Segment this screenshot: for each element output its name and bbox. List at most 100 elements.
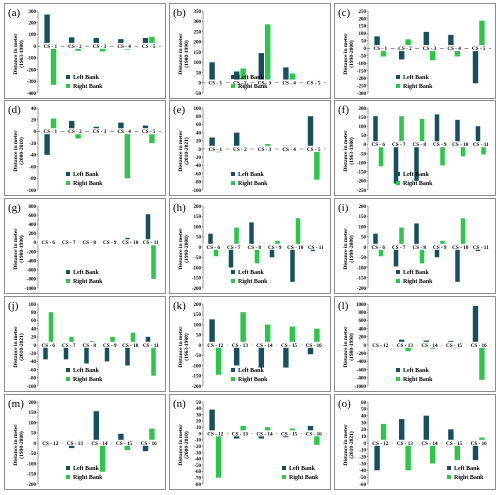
y-tick-label: -60 bbox=[194, 470, 201, 475]
y-tick-label: 0 bbox=[364, 344, 367, 349]
panel-letter: (e) bbox=[173, 104, 186, 116]
x-tick-label: CS - 8 bbox=[412, 142, 426, 148]
y-tick-label: -300 bbox=[357, 92, 367, 97]
y-tick-label: 800 bbox=[29, 205, 37, 210]
bar-left-bank bbox=[373, 116, 378, 145]
x-tick-label: CS - 10 bbox=[452, 142, 469, 148]
x-tick-label: CS - 15 bbox=[116, 441, 133, 447]
legend-swatch bbox=[396, 75, 400, 79]
x-tick-label: CS - 11 bbox=[143, 240, 159, 246]
y-tick-label: -800 bbox=[27, 278, 37, 283]
x-tick-label: CS - 5 bbox=[307, 81, 321, 87]
y-tick-label: 150 bbox=[359, 215, 367, 220]
bar-left-bank bbox=[118, 39, 124, 47]
bar-left-bank bbox=[398, 48, 405, 60]
x-tick-label: CS - 14 bbox=[421, 441, 438, 447]
bar-right-bank bbox=[213, 247, 219, 257]
bar-left-bank bbox=[249, 222, 254, 247]
y-tick-label: 600 bbox=[29, 214, 37, 219]
y-tick-label: -50 bbox=[29, 452, 36, 457]
y-axis-label: Distance in meter(1980-1990) bbox=[343, 326, 355, 368]
bar-right-bank bbox=[240, 312, 246, 345]
x-tick-label: CS - 1 bbox=[44, 44, 58, 50]
bar-right-bank bbox=[405, 39, 411, 49]
bar-right-bank bbox=[240, 425, 246, 434]
bar-left-bank bbox=[414, 223, 419, 247]
y-tick-label: -200 bbox=[192, 385, 202, 390]
y-tick-label: 1000 bbox=[356, 303, 367, 308]
x-tick-label: CS - 8 bbox=[247, 245, 261, 251]
x-tick-label: CS - 4 bbox=[282, 147, 296, 153]
chart-svg: (g) Distance in meter(1980-1990) 800 600 400… bbox=[8, 202, 163, 292]
bar-right-bank bbox=[130, 332, 136, 345]
bar-left-bank bbox=[43, 345, 48, 360]
y-tick-label: -50 bbox=[194, 464, 201, 469]
y-tick-label: -100 bbox=[357, 62, 367, 67]
y-tick-label: -150 bbox=[27, 473, 37, 478]
y-axis-label: Distance in meter(2000-2010) bbox=[178, 424, 190, 466]
legend-swatch bbox=[66, 181, 70, 185]
chart-panel: (l) Distance in meter(1980-1990) 1000 800 60… bbox=[334, 296, 496, 392]
y-axis-label: Distance in meter(2000-2010) bbox=[13, 130, 25, 172]
y-tick-label: -60 bbox=[194, 172, 201, 177]
y-tick-label: -150 bbox=[192, 375, 202, 380]
bar-right-bank bbox=[405, 345, 411, 352]
legend-right-bank: Right Bank bbox=[454, 475, 484, 481]
bar-left-bank bbox=[374, 36, 380, 49]
y-tick-label: -40 bbox=[194, 458, 201, 463]
panel-letter: (f) bbox=[338, 104, 349, 116]
y-tick-label: 80 bbox=[31, 311, 37, 316]
x-tick-label: CS - 6 bbox=[41, 240, 55, 246]
x-tick-label: CS - 1 bbox=[44, 129, 58, 135]
bar-left-bank bbox=[118, 122, 124, 132]
bar-left-bank bbox=[423, 415, 429, 443]
x-tick-label: CS - 3 bbox=[258, 147, 272, 153]
y-tick-label: -200 bbox=[357, 77, 367, 82]
x-tick-label: CS - 5 bbox=[142, 129, 156, 135]
y-tick-label: -100 bbox=[27, 462, 37, 467]
bar-left-bank bbox=[208, 233, 213, 247]
chart-svg: (b) Distance in meter(1980-1990) 350 300 250… bbox=[173, 7, 326, 97]
panel-letter: (g) bbox=[8, 202, 21, 214]
y-tick-label: -20 bbox=[29, 142, 36, 147]
y-tick-label: -100 bbox=[357, 266, 367, 271]
legend-swatch bbox=[447, 475, 451, 479]
bar-left-bank bbox=[269, 247, 275, 258]
bar-right-bank bbox=[151, 345, 156, 376]
legend-left-bank: Left Bank bbox=[238, 172, 265, 178]
y-tick-label: -40 bbox=[29, 154, 36, 159]
chart-svg: (h) Distance in meter(1990-2000) 200 150 100… bbox=[173, 202, 328, 292]
y-tick-label: 600 bbox=[359, 319, 367, 324]
y-tick-label: -50 bbox=[359, 152, 366, 157]
y-tick-label: 100 bbox=[194, 323, 202, 328]
bar-right-bank bbox=[124, 443, 131, 451]
bar-left-bank bbox=[472, 48, 479, 84]
y-tick-label: -150 bbox=[357, 171, 367, 176]
y-tick-label: -10 bbox=[194, 439, 201, 444]
x-tick-label: CS - 7 bbox=[392, 245, 406, 251]
y-tick-label: 30 bbox=[196, 413, 202, 418]
x-tick-label: CS - 4 bbox=[117, 44, 131, 50]
bar-right-bank bbox=[419, 247, 425, 264]
x-tick-label: CS - 3 bbox=[93, 129, 107, 135]
x-tick-label: CS - 6 bbox=[371, 245, 385, 251]
x-tick-label: CS - 12 bbox=[207, 431, 224, 437]
bar-left-bank bbox=[209, 137, 215, 149]
y-tick-label: 150 bbox=[359, 116, 367, 121]
y-tick-label: -80 bbox=[194, 483, 201, 488]
y-tick-label: -60 bbox=[29, 165, 36, 170]
x-tick-label: CS - 14 bbox=[91, 441, 108, 447]
legend-swatch bbox=[231, 75, 235, 79]
legend-swatch bbox=[231, 270, 235, 274]
y-tick-label: 10 bbox=[196, 426, 202, 431]
y-tick-label: 100 bbox=[29, 303, 37, 308]
legend-swatch bbox=[396, 270, 400, 274]
legend-left-bank: Left Bank bbox=[403, 368, 430, 374]
x-tick-label: CS - 1 bbox=[209, 147, 223, 153]
y-tick-label: 800 bbox=[359, 311, 367, 316]
chart-svg: (l) Distance in meter(1980-1990) 1000 800 60… bbox=[338, 300, 491, 390]
y-tick-label: 200 bbox=[29, 401, 37, 406]
y-tick-label: -40 bbox=[29, 360, 36, 365]
chart-svg: (a) Distance in meter(1963-1980) 300 200 100… bbox=[8, 7, 161, 97]
legend-right-bank: Right Bank bbox=[238, 181, 268, 187]
